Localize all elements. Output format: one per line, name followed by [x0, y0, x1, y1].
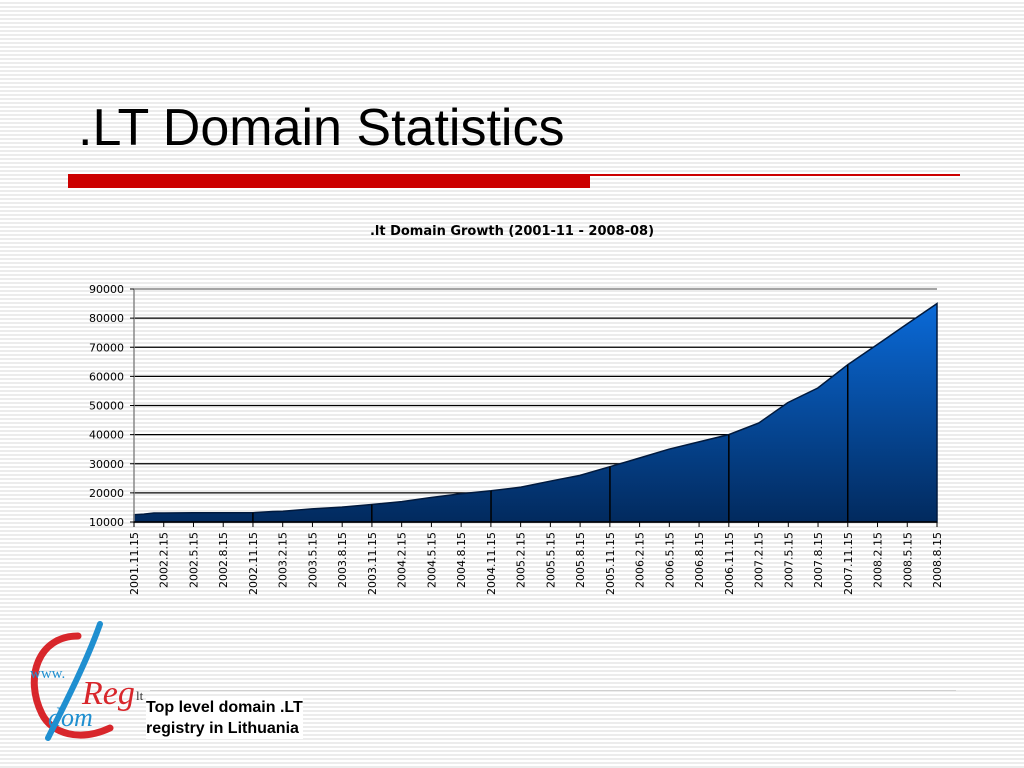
- chart-title: .lt Domain Growth (2001-11 - 2008-08): [369, 224, 655, 239]
- logo-lt: lt: [136, 688, 144, 703]
- tagline-line-1: Top level domain .LT: [146, 699, 303, 716]
- x-tick-label: 2006.5.15: [663, 532, 676, 588]
- x-tick-label: 2007.11.15: [842, 532, 855, 595]
- footer-rule: [150, 690, 956, 691]
- x-tick-label: 2002.11.15: [247, 532, 260, 595]
- x-tick-label: 2007.8.15: [812, 532, 825, 588]
- y-tick-label: 80000: [89, 312, 124, 325]
- x-tick-label: 2001.11.15: [128, 532, 141, 595]
- x-tick-label: 2003.11.15: [366, 532, 379, 595]
- slide-title: .LT Domain Statistics: [78, 99, 565, 157]
- area-fill: [133, 302, 938, 523]
- x-tick-label: 2004.8.15: [455, 532, 468, 588]
- x-tick-label: 2003.8.15: [336, 532, 349, 588]
- tagline-line-2: registry in Lithuania: [146, 720, 299, 737]
- growth-chart: 10000 20000 30000 40000 50000 60000 70000 80000…: [89, 283, 944, 595]
- x-tick-label: 2008.5.15: [901, 532, 914, 588]
- x-tick-label: 2006.11.15: [723, 532, 736, 595]
- x-tick-label: 2005.2.15: [515, 532, 528, 588]
- x-tick-label: 2008.8.15: [931, 532, 944, 588]
- y-tick-label: 90000: [89, 283, 124, 296]
- area-series: [133, 302, 938, 523]
- x-tick-label: 2006.8.15: [693, 532, 706, 588]
- logo-swoosh-red: [30, 632, 114, 739]
- y-tick-label: 40000: [89, 429, 124, 442]
- y-tick-label: 70000: [89, 341, 124, 354]
- x-tick-label: 2005.5.15: [544, 532, 557, 588]
- y-tick-label: 30000: [89, 458, 124, 471]
- logo-www: www.: [30, 666, 65, 682]
- x-tick-label: 2002.8.15: [217, 532, 230, 588]
- x-tick-label: 2007.2.15: [753, 532, 766, 588]
- x-tick-label: 2002.2.15: [158, 532, 171, 588]
- y-axis-ticks: 10000 20000 30000 40000 50000 60000 70000 80000…: [89, 283, 134, 529]
- x-tick-label: 2005.11.15: [604, 532, 617, 595]
- x-tick-label: 2004.2.15: [396, 532, 409, 588]
- x-tick-label: 2008.2.15: [872, 532, 885, 588]
- x-tick-label: 2004.5.15: [425, 532, 438, 588]
- title-accent-bar: [68, 174, 590, 188]
- logo-swoosh-blue: [45, 621, 103, 741]
- x-tick-label: 2002.5.15: [187, 532, 200, 588]
- y-tick-label: 10000: [89, 516, 124, 529]
- x-tick-label: 2006.2.15: [634, 532, 647, 588]
- logo-reg: Reg: [81, 675, 135, 712]
- footer-tagline: Top level domain .LT registry in Lithuan…: [146, 697, 303, 739]
- title-accent-line: [590, 174, 960, 176]
- y-tick-label: 60000: [89, 370, 124, 383]
- x-axis-ticks: 2001.11.15 2002.2.15 2002.5.15 2002.8.15 200…: [128, 522, 944, 595]
- x-tick-label: 2007.5.15: [782, 532, 795, 588]
- x-tick-label: 2005.8.15: [574, 532, 587, 588]
- x-tick-label: 2004.11.15: [485, 532, 498, 595]
- x-tick-label: 2003.5.15: [306, 532, 319, 588]
- y-tick-label: 20000: [89, 487, 124, 500]
- logo-dom: dom: [48, 703, 93, 732]
- domreg-logo: www. Reg dom lt: [30, 621, 144, 741]
- x-tick-label: 2003.2.15: [277, 532, 290, 588]
- y-tick-label: 50000: [89, 400, 124, 413]
